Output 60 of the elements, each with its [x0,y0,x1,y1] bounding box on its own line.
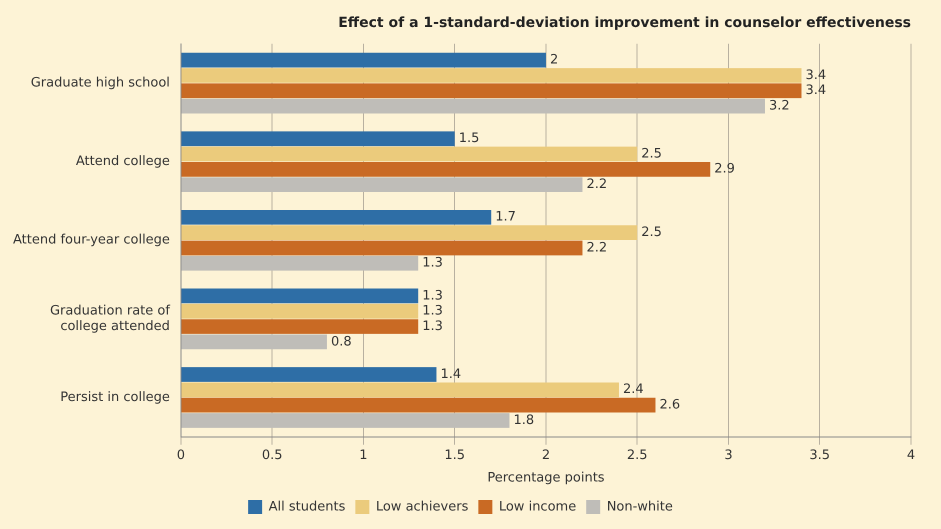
bar [181,240,582,256]
x-tick-label: 1 [359,448,368,463]
y-tick-label: Persist in college [60,390,170,405]
x-tick-label: 1.5 [444,448,466,463]
x-tick-label: 2 [542,448,550,463]
x-tick-label: 0 [176,448,186,463]
legend-label: Low income [498,499,576,514]
bar [181,382,619,398]
bar [181,398,656,413]
data-label: 2.5 [641,146,662,162]
legend-label: Non-white [606,499,673,514]
bar [181,98,765,114]
chart-title: Effect of a 1-standard-deviation improvement in counselor effectiveness [338,15,911,32]
y-tick-label: Graduation rate of college attended [50,303,170,334]
data-label: 3.2 [768,98,790,114]
bar [181,334,327,350]
bar [181,68,802,83]
data-label: 1.3 [422,288,443,304]
y-tick-label: Attend four-year college [12,232,170,248]
data-label: 3.4 [805,68,826,83]
y-tick-label: Graduate high school [30,75,170,90]
legend-label: All students [268,499,346,514]
bar [181,225,638,240]
data-label: 1.4 [440,366,462,382]
x-tick-label: 4 [906,448,916,463]
data-label: 2.9 [714,162,735,177]
x-tick-label: 0.5 [262,448,283,463]
data-label: 2.2 [586,240,608,256]
data-label: 1.3 [422,318,443,334]
data-label: 2.5 [641,225,662,240]
bar [181,304,418,319]
data-label: 2.4 [622,382,644,398]
bar [181,413,510,428]
legend-label: Low achievers [376,499,469,514]
bar [181,83,802,98]
bar [181,146,638,162]
data-label: 3.4 [805,83,826,98]
data-label: 2.2 [586,177,608,192]
bar [181,162,710,177]
x-tick-label: 3.5 [809,448,830,463]
data-label: 1.5 [458,131,480,146]
data-label: 1.7 [495,210,516,225]
x-tick-label: 3 [724,448,733,463]
bar [181,131,455,146]
data-label: 1.3 [422,256,443,271]
data-label: 0.8 [330,334,352,350]
y-tick-label: Attend college [76,154,170,170]
x-tick-label: 2.5 [626,448,648,463]
x-axis-title: Percentage points [487,470,605,486]
data-label: 2 [550,52,558,68]
bar [181,256,418,271]
bar [181,177,582,192]
bar [181,210,492,225]
data-label: 1.3 [422,304,443,319]
data-label: 1.8 [513,412,534,428]
bar [181,288,418,304]
data-label: 2.6 [659,398,680,413]
bar [181,367,436,382]
bar [181,52,546,68]
bar [181,319,418,334]
